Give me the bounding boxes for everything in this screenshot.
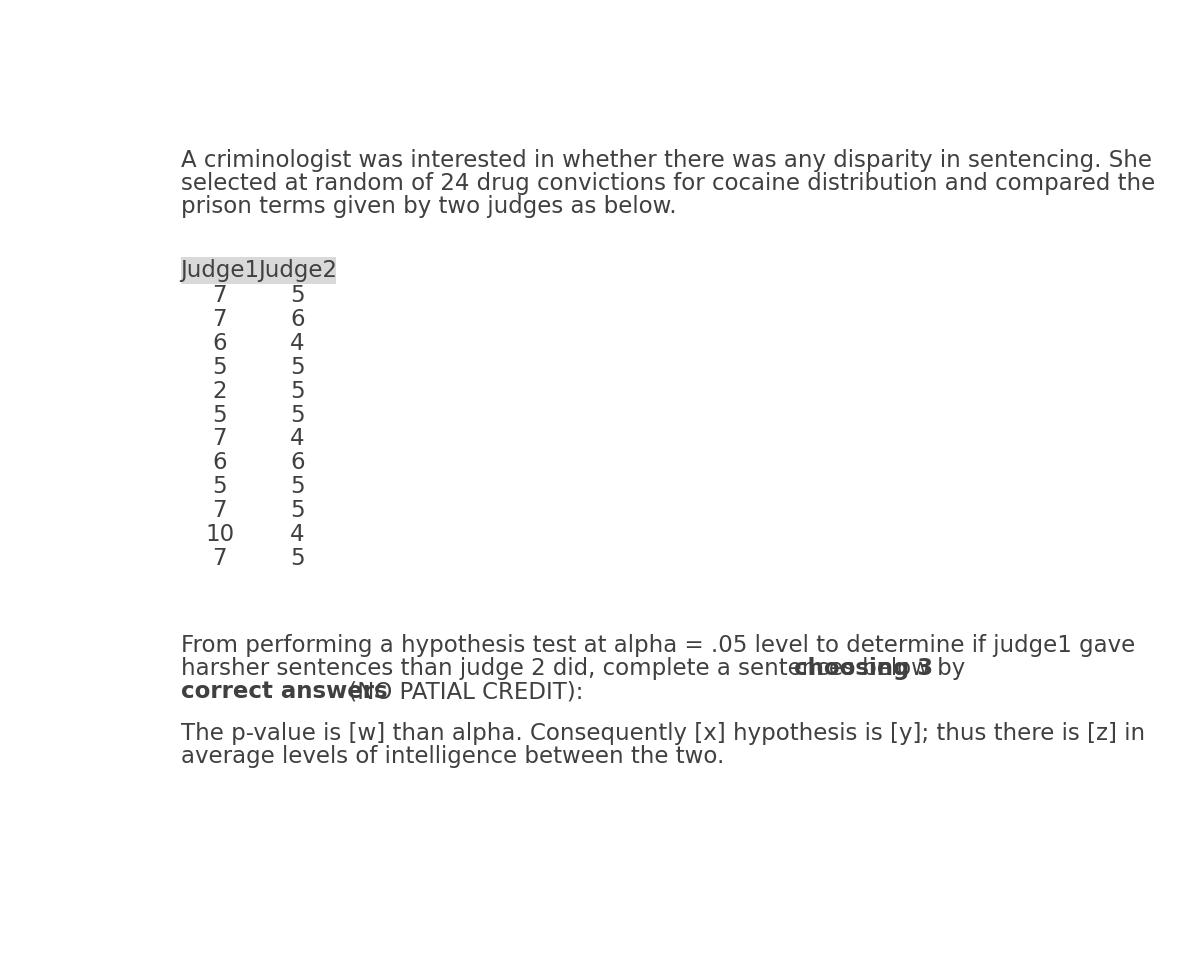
Text: correct answers: correct answers bbox=[181, 680, 388, 704]
Text: 6: 6 bbox=[212, 451, 227, 474]
Text: 5: 5 bbox=[290, 546, 305, 570]
Text: 7: 7 bbox=[212, 308, 227, 331]
Text: harsher sentences than judge 2 did, complete a sentences below by: harsher sentences than judge 2 did, comp… bbox=[181, 657, 972, 680]
Text: 5: 5 bbox=[290, 403, 305, 427]
Text: 5: 5 bbox=[290, 356, 305, 379]
Text: 4: 4 bbox=[290, 331, 305, 355]
Text: 7: 7 bbox=[212, 428, 227, 450]
Text: choosing 3: choosing 3 bbox=[794, 657, 934, 680]
Text: 5: 5 bbox=[290, 284, 305, 307]
Text: 5: 5 bbox=[212, 356, 227, 379]
Text: 5: 5 bbox=[290, 380, 305, 402]
Text: prison terms given by two judges as below.: prison terms given by two judges as belo… bbox=[181, 195, 677, 218]
Text: selected at random of 24 drug convictions for cocaine distribution and compared : selected at random of 24 drug conviction… bbox=[181, 172, 1156, 195]
Text: 4: 4 bbox=[290, 523, 305, 546]
Text: Judge1: Judge1 bbox=[180, 259, 259, 282]
Text: 7: 7 bbox=[212, 284, 227, 307]
Text: (NO PATIAL CREDIT):: (NO PATIAL CREDIT): bbox=[341, 680, 583, 704]
Text: 5: 5 bbox=[212, 475, 227, 498]
Text: average levels of intelligence between the two.: average levels of intelligence between t… bbox=[181, 745, 725, 768]
Text: The p-value is [w] than alpha. Consequently [x] hypothesis is [y]; thus there is: The p-value is [w] than alpha. Consequen… bbox=[181, 722, 1145, 745]
Text: 6: 6 bbox=[290, 451, 305, 474]
Text: 7: 7 bbox=[212, 499, 227, 522]
Text: 10: 10 bbox=[205, 523, 234, 546]
Text: A criminologist was interested in whether there was any disparity in sentencing.: A criminologist was interested in whethe… bbox=[181, 149, 1152, 172]
Text: 6: 6 bbox=[290, 308, 305, 331]
Text: Judge2: Judge2 bbox=[258, 259, 337, 282]
Text: 2: 2 bbox=[212, 380, 227, 402]
Text: 6: 6 bbox=[212, 331, 227, 355]
Text: 4: 4 bbox=[290, 428, 305, 450]
FancyBboxPatch shape bbox=[181, 257, 336, 284]
Text: 5: 5 bbox=[290, 499, 305, 522]
Text: 7: 7 bbox=[212, 546, 227, 570]
Text: From performing a hypothesis test at alpha = .05 level to determine if judge1 ga: From performing a hypothesis test at alp… bbox=[181, 634, 1135, 657]
Text: 5: 5 bbox=[212, 403, 227, 427]
Text: 5: 5 bbox=[290, 475, 305, 498]
